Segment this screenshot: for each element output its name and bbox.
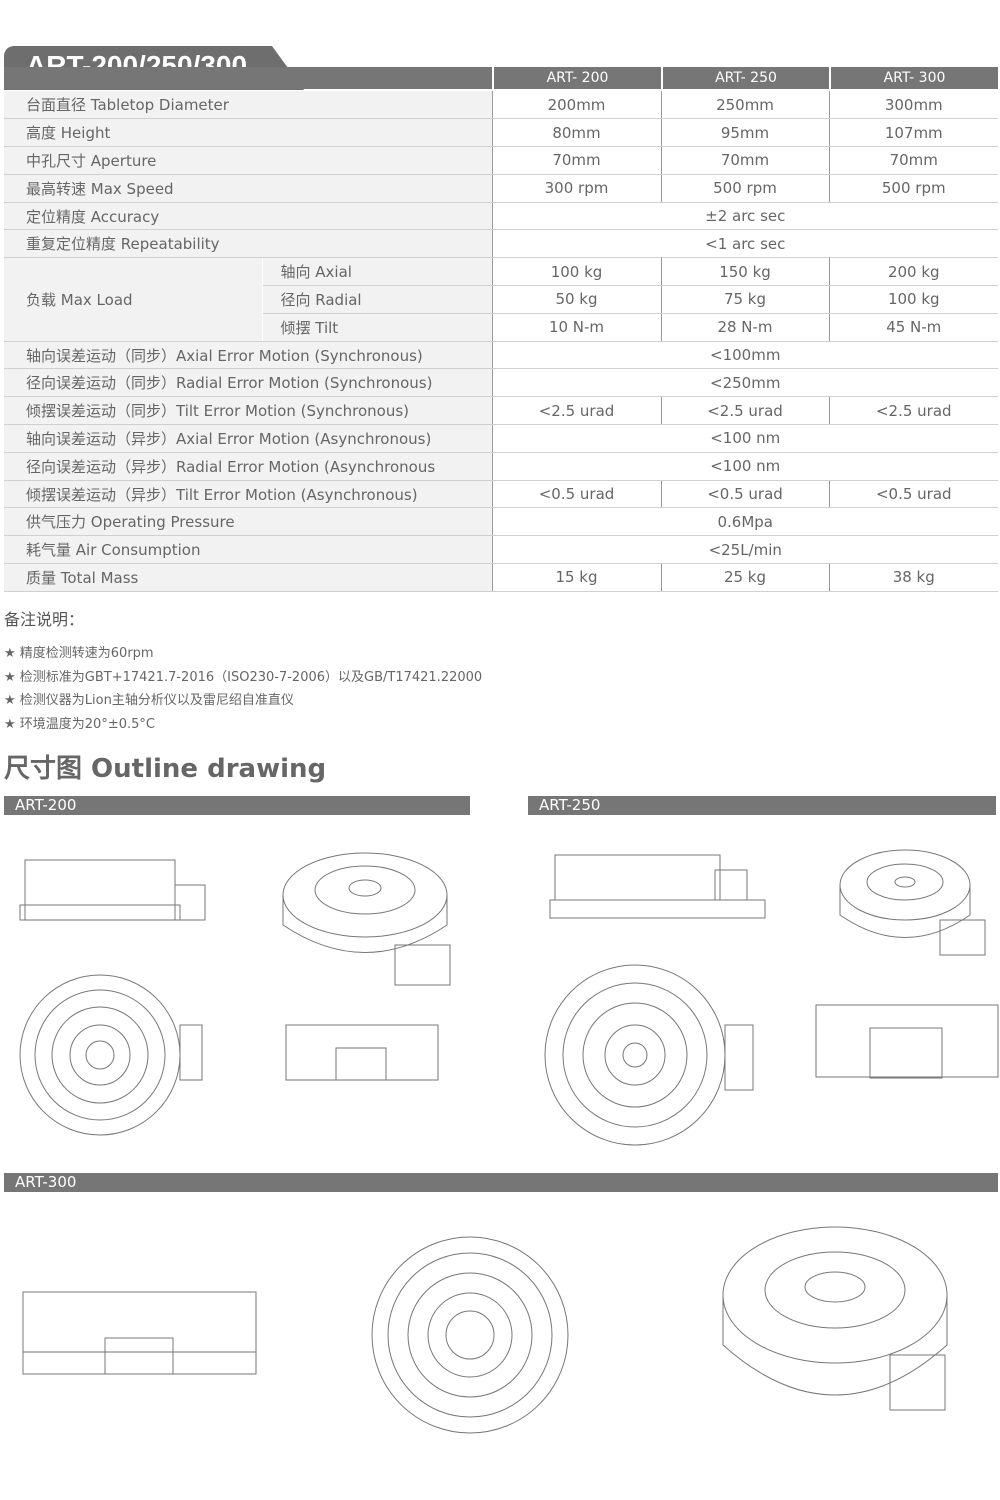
row-value: 250mm bbox=[660, 91, 829, 120]
row-label: 轴向误差运动（同步）Axial Error Motion (Synchronou… bbox=[4, 341, 492, 370]
row-label: 最高转速 Max Speed bbox=[4, 174, 492, 203]
table-row: 径向误差运动（异步）Radial Error Motion (Asynchron… bbox=[4, 452, 998, 481]
row-value: <250mm bbox=[491, 368, 998, 398]
row-value: <25L/min bbox=[491, 535, 998, 565]
row-label: 径向误差运动（同步）Radial Error Motion (Synchrono… bbox=[4, 368, 492, 398]
art-200-drawing bbox=[19, 852, 451, 1136]
row-value: 100 kg bbox=[491, 257, 661, 287]
row-value: <2.5 urad bbox=[660, 396, 829, 426]
table-row: 重复定位精度 Repeatability <1 arc sec bbox=[4, 229, 998, 259]
row-value: 200 kg bbox=[828, 257, 998, 287]
art-250-drawing bbox=[544, 849, 999, 1146]
row-value: <0.5 urad bbox=[660, 480, 829, 509]
row-value: <100 nm bbox=[491, 452, 998, 481]
table-row: 倾摆误差运动（同步）Tilt Error Motion (Synchronous… bbox=[4, 396, 998, 426]
row-label: 供气压力 Operating Pressure bbox=[4, 507, 492, 537]
load-sub-label: 倾摆 Tilt bbox=[262, 313, 492, 342]
row-value: 25 kg bbox=[660, 563, 829, 592]
row-label: 倾摆误差运动（同步）Tilt Error Motion (Synchronous… bbox=[4, 396, 492, 426]
table-row: 供气压力 Operating Pressure 0.6Mpa bbox=[4, 507, 998, 537]
row-label: 质量 Total Mass bbox=[4, 563, 492, 592]
table-row: 耗气量 Air Consumption <25L/min bbox=[4, 535, 998, 565]
table-row: 倾摆 Tilt 10 N-m 28 N-m 45 N-m bbox=[4, 313, 998, 342]
row-value: 300mm bbox=[828, 91, 998, 120]
row-label: 台面直径 Tabletop Diameter bbox=[4, 91, 492, 120]
table-row: 倾摆误差运动（异步）Tilt Error Motion (Asynchronou… bbox=[4, 480, 998, 509]
notes-title: 备注说明： bbox=[4, 610, 85, 629]
row-label: 耗气量 Air Consumption bbox=[4, 535, 492, 565]
row-value: <2.5 urad bbox=[828, 396, 998, 426]
spec-table: 台面直径 Tabletop Diameter 200mm 250mm 300mm 高度 … bbox=[4, 91, 998, 592]
row-value: <100 nm bbox=[491, 424, 998, 453]
section-art-250: ART-250 bbox=[528, 796, 996, 815]
row-label: 径向误差运动（异步）Radial Error Motion (Asynchron… bbox=[4, 452, 492, 481]
row-label: 重复定位精度 Repeatability bbox=[4, 229, 492, 259]
row-value: 70mm bbox=[828, 146, 998, 175]
load-sub-label: 径向 Radial bbox=[262, 285, 492, 314]
table-row: 径向误差运动（同步）Radial Error Motion (Synchrono… bbox=[4, 368, 998, 398]
row-value: <100mm bbox=[491, 341, 998, 370]
note-item: ★ 环境温度为20°±0.5°C bbox=[4, 716, 155, 732]
section-art-200: ART-200 bbox=[4, 796, 470, 815]
row-value: 38 kg bbox=[828, 563, 998, 592]
section-art-300: ART-300 bbox=[4, 1173, 998, 1192]
row-value: 150 kg bbox=[660, 257, 829, 287]
table-row: 最高转速 Max Speed 300 rpm 500 rpm 500 rpm bbox=[4, 174, 998, 203]
row-value: 300 rpm bbox=[491, 174, 661, 203]
notes: 备注说明： ★ 精度检测转速为60rpm ★ 检测标准为GBT+17421.7-… bbox=[4, 606, 482, 736]
row-value: 500 rpm bbox=[660, 174, 829, 203]
row-value: 0.6Mpa bbox=[491, 507, 998, 537]
row-value: 107mm bbox=[828, 118, 998, 148]
table-row: 径向 Radial 50 kg 75 kg 100 kg bbox=[4, 285, 998, 314]
table-header bbox=[4, 67, 998, 89]
row-value: 70mm bbox=[660, 146, 829, 175]
art-300-drawing bbox=[22, 1226, 948, 1434]
col-art-200: ART- 200 bbox=[492, 67, 661, 89]
table-row: 轴向误差运动（异步）Axial Error Motion (Asynchrono… bbox=[4, 424, 998, 453]
row-value: 75 kg bbox=[660, 285, 829, 314]
row-value: 50 kg bbox=[491, 285, 661, 314]
row-value: 70mm bbox=[491, 146, 661, 175]
note-item: ★ 检测仪器为Lion主轴分析仪以及雷尼绍自准直仪 bbox=[4, 693, 294, 708]
row-label: 中孔尺寸 Aperture bbox=[4, 146, 492, 175]
row-value: <2.5 urad bbox=[491, 396, 661, 426]
row-value: <0.5 urad bbox=[491, 480, 661, 509]
row-value: 15 kg bbox=[491, 563, 661, 592]
row-label: 高度 Height bbox=[4, 118, 492, 148]
row-value: ±2 arc sec bbox=[491, 202, 998, 231]
table-row: 轴向误差运动（同步）Axial Error Motion (Synchronou… bbox=[4, 341, 998, 370]
row-value: 95mm bbox=[660, 118, 829, 148]
col-art-300: ART- 300 bbox=[829, 67, 998, 89]
row-value: 45 N-m bbox=[828, 313, 998, 342]
row-value: 200mm bbox=[491, 91, 661, 120]
load-label: 负载 Max Load bbox=[4, 257, 263, 342]
row-label: 轴向误差运动（异步）Axial Error Motion (Asynchrono… bbox=[4, 424, 492, 453]
row-value: <0.5 urad bbox=[828, 480, 998, 509]
row-value: 100 kg bbox=[828, 285, 998, 314]
table-row: 高度 Height 80mm 95mm 107mm bbox=[4, 118, 998, 148]
note-item: ★ 精度检测转速为60rpm bbox=[4, 646, 154, 661]
table-row: 中孔尺寸 Aperture 70mm 70mm 70mm bbox=[4, 146, 998, 175]
row-label: 倾摆误差运动（异步）Tilt Error Motion (Asynchronou… bbox=[4, 480, 492, 509]
note-item: ★ 检测标准为GBT+17421.7-2016（ISO230-7-2006）以及… bbox=[4, 669, 483, 685]
row-label: 定位精度 Accuracy bbox=[4, 202, 492, 231]
load-sub-label: 轴向 Axial bbox=[262, 257, 492, 287]
row-value: 10 N-m bbox=[491, 313, 661, 342]
outline-title: 尺寸图 Outline drawing bbox=[4, 754, 327, 784]
col-art-250: ART- 250 bbox=[661, 67, 829, 89]
table-row: 质量 Total Mass 15 kg 25 kg 38 kg bbox=[4, 563, 998, 592]
row-value: 500 rpm bbox=[828, 174, 998, 203]
row-value: 80mm bbox=[491, 118, 661, 148]
table-row: 台面直径 Tabletop Diameter 200mm 250mm 300mm bbox=[4, 91, 998, 120]
row-value: <1 arc sec bbox=[491, 229, 998, 259]
table-row: 负载 Max Load 轴向 Axial 100 kg 150 kg 200 kg bbox=[4, 257, 998, 342]
table-row: 定位精度 Accuracy ±2 arc sec bbox=[4, 202, 998, 231]
row-value: 28 N-m bbox=[660, 313, 829, 342]
